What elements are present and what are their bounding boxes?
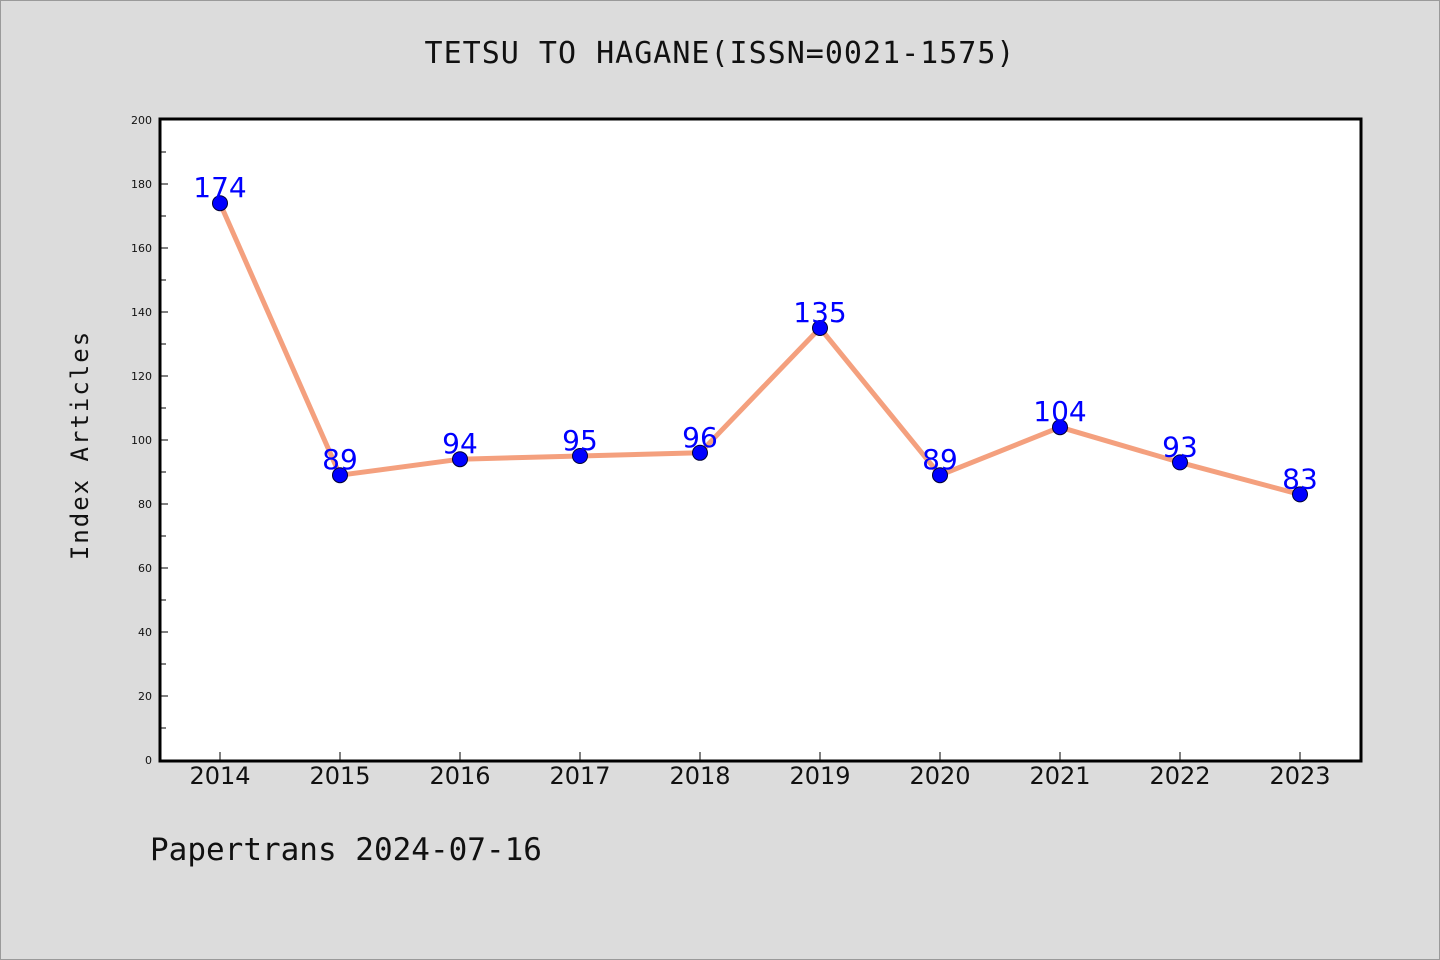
- x-tick-label: 2018: [669, 762, 730, 790]
- data-label: 89: [322, 443, 358, 476]
- y-tick-label: 100: [131, 434, 152, 447]
- y-tick-label: 120: [131, 370, 152, 383]
- series-group: [212, 195, 1308, 503]
- data-labels-group: 174 89 94 95 96 135 89 104 93 83: [193, 171, 1318, 495]
- x-tick-label: 2016: [429, 762, 490, 790]
- data-point: [812, 320, 828, 336]
- x-tick-label: 2019: [789, 762, 850, 790]
- x-tick-label: 2023: [1269, 762, 1330, 790]
- chart-title: TETSU TO HAGANE(ISSN=0021-1575): [424, 36, 1016, 71]
- x-tick-label: 2015: [309, 762, 370, 790]
- data-point: [572, 448, 588, 464]
- y-tick-label: 40: [138, 626, 152, 639]
- x-axis: 2014 2015 2016 2017 2018 2019 2020 2021 2022 2023: [189, 752, 1331, 790]
- x-tick-label: 2014: [189, 762, 250, 790]
- data-point: [332, 467, 348, 484]
- data-label: 174: [193, 171, 246, 204]
- data-label: 95: [562, 424, 598, 457]
- data-label: 104: [1033, 395, 1086, 428]
- data-point: [932, 467, 948, 484]
- y-tick-label: 80: [138, 498, 152, 511]
- y-axis: 0 20 40 60 80 100 120 140 160 180 200: [131, 114, 168, 767]
- footer-credit: Papertrans 2024-07-16: [150, 832, 542, 868]
- y-tick-label: 180: [131, 178, 152, 191]
- data-label: 83: [1282, 462, 1318, 495]
- data-label: 135: [793, 296, 846, 329]
- y-tick-label: 200: [131, 114, 152, 127]
- data-point: [1292, 486, 1308, 503]
- y-tick-label: 60: [138, 562, 152, 575]
- x-tick-label: 2022: [1149, 762, 1210, 790]
- data-point: [1052, 419, 1068, 436]
- plot-area: [158, 117, 1363, 763]
- data-label: 89: [922, 443, 958, 476]
- x-tick-label: 2021: [1029, 762, 1090, 790]
- y-tick-label: 140: [131, 306, 152, 319]
- data-point: [692, 444, 708, 461]
- data-point: [452, 451, 468, 468]
- y-tick-label: 0: [145, 754, 152, 767]
- data-point: [212, 195, 228, 212]
- x-tick-label: 2020: [909, 762, 970, 790]
- data-label: 94: [442, 427, 478, 460]
- data-point: [1172, 454, 1188, 471]
- x-tick-label: 2017: [549, 762, 610, 790]
- data-label: 93: [1162, 430, 1198, 463]
- y-tick-label: 160: [131, 242, 152, 255]
- data-label: 96: [682, 421, 718, 454]
- series-line: [217, 200, 1303, 497]
- y-tick-label: 20: [138, 690, 152, 703]
